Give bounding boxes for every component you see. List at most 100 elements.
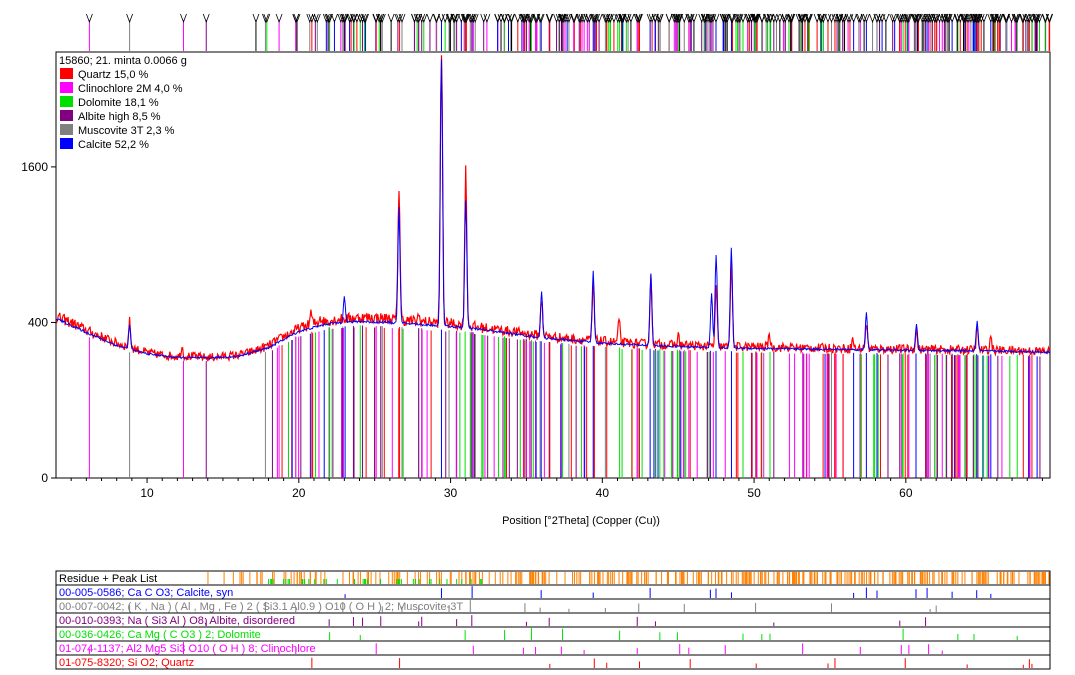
- top-marker-glyph: [460, 13, 468, 24]
- diffraction-series: [55, 55, 1051, 363]
- x-tick-label: 10: [140, 486, 154, 500]
- legend-swatch: [60, 96, 73, 107]
- top-marker-glyph: [1022, 13, 1030, 24]
- top-marker-glyph: [457, 13, 465, 24]
- top-marker-glyph: [938, 13, 946, 24]
- top-marker-glyph: [545, 13, 553, 24]
- top-marker-glyph: [347, 13, 355, 24]
- legend-label: Clinochlore 2M 4,0 %: [78, 83, 183, 95]
- top-marker-glyph: [494, 13, 501, 24]
- top-marker-glyph: [570, 13, 578, 24]
- top-marker-glyph: [505, 13, 512, 24]
- top-marker-glyph: [553, 13, 560, 24]
- x-tick-label: 20: [292, 486, 306, 500]
- top-marker-glyph: [418, 13, 426, 24]
- top-marker-glyph: [753, 13, 761, 24]
- top-marker-glyph: [353, 13, 361, 24]
- top-marker-glyph: [601, 13, 609, 24]
- top-marker-glyph: [633, 13, 641, 24]
- top-marker-glyph: [670, 13, 678, 24]
- top-marker-glyph: [891, 13, 899, 24]
- top-marker-glyph: [377, 13, 384, 24]
- top-marker-glyph: [262, 13, 269, 24]
- top-marker-glyph: [980, 13, 988, 24]
- top-marker-glyph: [558, 13, 566, 24]
- top-marker-glyph: [411, 13, 418, 24]
- top-marker-glyph: [889, 13, 897, 24]
- top-marker-glyph: [974, 13, 982, 24]
- top-marker-glyph: [622, 13, 630, 24]
- top-marker-glyph: [1013, 13, 1020, 24]
- top-marker-glyph: [362, 13, 369, 24]
- top-marker-glyph: [750, 13, 758, 24]
- y-tick-label: 0: [41, 471, 48, 485]
- top-marker-glyph: [526, 13, 534, 24]
- top-marker-glyph: [1032, 13, 1040, 24]
- top-marker-glyph: [767, 13, 775, 24]
- top-marker-glyph: [712, 13, 720, 24]
- top-marker-glyph: [911, 13, 918, 24]
- top-marker-glyph: [313, 13, 321, 24]
- peak-marker-strip: [86, 13, 1053, 51]
- top-marker-glyph: [306, 13, 314, 24]
- top-marker-glyph: [341, 13, 349, 24]
- top-marker-glyph: [1019, 13, 1027, 24]
- top-marker-glyph: [480, 13, 488, 24]
- top-marker-glyph: [263, 13, 271, 24]
- top-marker-glyph: [876, 13, 883, 24]
- series-line: [55, 59, 1051, 360]
- top-marker-glyph: [698, 13, 706, 24]
- top-marker-glyph: [989, 13, 997, 24]
- top-marker-glyph: [651, 13, 659, 24]
- top-marker-glyph: [956, 13, 964, 24]
- top-marker-glyph: [340, 13, 348, 24]
- top-marker-glyph: [339, 13, 347, 24]
- top-marker-glyph: [441, 13, 449, 24]
- top-marker-glyph: [685, 13, 693, 24]
- top-marker-glyph: [469, 13, 477, 24]
- top-marker-glyph: [372, 13, 380, 24]
- top-marker-glyph: [855, 13, 863, 24]
- top-marker-glyph: [593, 13, 600, 24]
- top-marker-glyph: [635, 13, 643, 24]
- top-marker-glyph: [555, 13, 563, 24]
- legend-label: Dolomite 18,1 %: [78, 97, 159, 109]
- top-marker-glyph: [308, 13, 316, 24]
- top-marker-glyph: [508, 13, 515, 24]
- top-marker-glyph: [624, 13, 632, 24]
- top-marker-glyph: [700, 13, 708, 24]
- top-marker-glyph: [806, 13, 813, 24]
- top-marker-glyph: [497, 13, 505, 24]
- top-marker-glyph: [922, 13, 929, 24]
- top-marker-glyph: [1034, 13, 1041, 24]
- top-marker-glyph: [787, 13, 795, 24]
- top-marker-glyph: [1031, 13, 1039, 24]
- top-marker-glyph: [903, 13, 911, 24]
- top-marker-glyph: [1019, 13, 1026, 24]
- top-marker-glyph: [292, 13, 300, 24]
- y-tick-label: 400: [28, 315, 48, 329]
- top-marker-glyph: [824, 13, 832, 24]
- top-marker-glyph: [1002, 13, 1010, 24]
- top-marker-glyph: [293, 13, 301, 24]
- top-marker-glyph: [375, 13, 383, 24]
- top-marker-glyph: [396, 13, 403, 24]
- top-marker-glyph: [795, 13, 803, 24]
- top-marker-glyph: [788, 13, 796, 24]
- top-marker-glyph: [941, 13, 949, 24]
- top-marker-glyph: [967, 13, 975, 24]
- top-marker-glyph: [350, 13, 358, 24]
- top-marker-glyph: [820, 13, 827, 24]
- top-marker-glyph: [1011, 13, 1019, 24]
- reference-label: 00-005-0586; Ca C O3; Calcite, syn: [59, 587, 233, 599]
- top-marker-glyph: [773, 13, 780, 24]
- top-marker-glyph: [646, 13, 654, 24]
- reference-label: Residue + Peak List: [59, 573, 157, 585]
- top-marker-glyph: [975, 13, 983, 24]
- top-marker-glyph: [561, 13, 569, 24]
- top-marker-glyph: [563, 13, 571, 24]
- legend-swatch: [60, 138, 73, 149]
- top-marker-glyph: [817, 13, 825, 24]
- axes: 10 20 30 40 50 60 0 400 1600: [21, 160, 1043, 500]
